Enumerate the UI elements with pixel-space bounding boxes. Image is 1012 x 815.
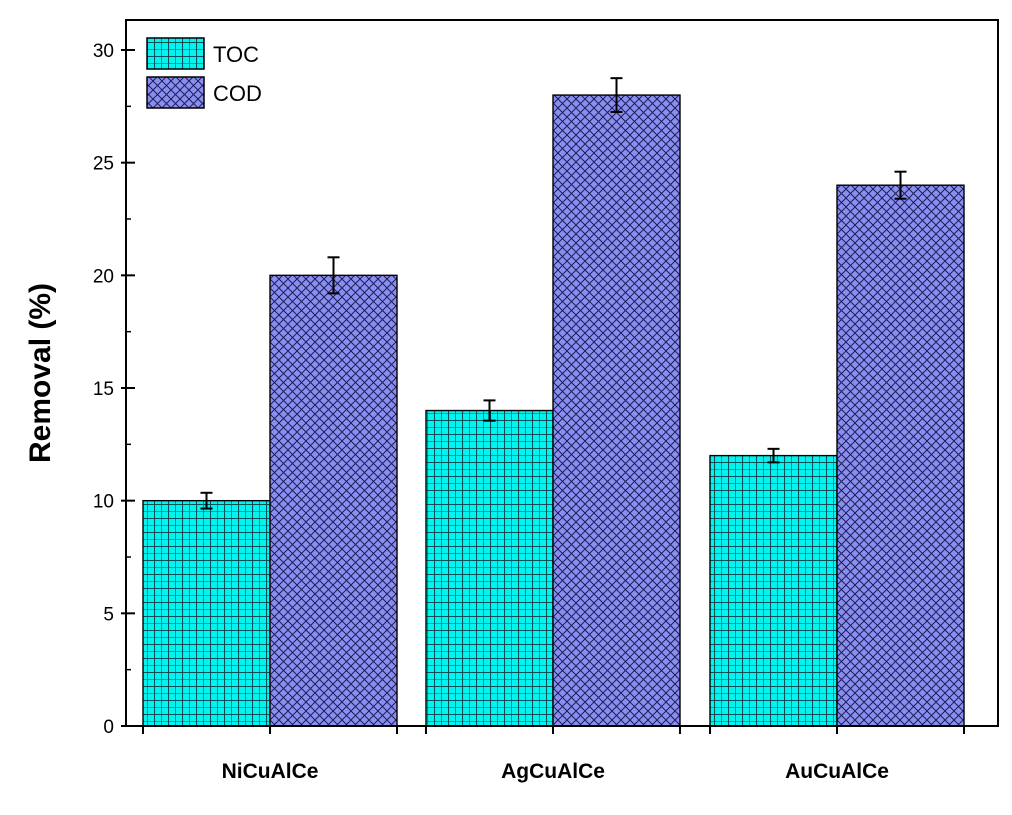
bar-cod-aucualce (836, 184, 965, 727)
y-tick-label: 15 (93, 379, 114, 400)
legend-swatch-toc (146, 37, 205, 70)
errorbar-toc-nicualce (200, 491, 213, 510)
errorbars-layer (200, 77, 907, 510)
errorbar-cod-aucualce (894, 170, 907, 200)
y-tick-label: 0 (103, 717, 114, 738)
bar-toc-aucualce (709, 454, 838, 727)
legend-label-toc: TOC (213, 42, 259, 67)
y-tick-label: 10 (93, 492, 114, 513)
y-tick-label: 20 (93, 266, 114, 287)
x-category-label: NiCuAlCe (222, 760, 319, 783)
y-axis: 0 5 10 15 20 25 30 (93, 41, 135, 738)
bar-toc-nicualce (142, 499, 271, 727)
x-category-label: AgCuAlCe (501, 760, 605, 783)
bar-cod-nicualce (269, 274, 398, 727)
y-tick-label: 25 (93, 154, 114, 175)
x-axis: NiCuAlCe AgCuAlCe AuCuAlCe (142, 726, 965, 783)
plot-frame (125, 19, 999, 727)
bar-cod-agcualce (552, 94, 681, 727)
bars-layer (142, 94, 965, 727)
y-tick-label: 30 (93, 41, 114, 62)
errorbar-toc-aucualce (767, 447, 780, 464)
errorbar-toc-agcualce (483, 399, 496, 422)
bar-toc-agcualce (425, 409, 554, 727)
legend-label-cod: COD (213, 81, 262, 106)
y-axis-title: Removal (%) (24, 283, 57, 463)
y-tick-label: 5 (103, 604, 114, 625)
legend: TOC COD (146, 37, 262, 109)
legend-swatch-cod (146, 76, 205, 109)
errorbar-cod-agcualce (610, 77, 623, 113)
x-category-label: AuCuAlCe (785, 760, 889, 783)
errorbar-cod-nicualce (327, 256, 340, 295)
